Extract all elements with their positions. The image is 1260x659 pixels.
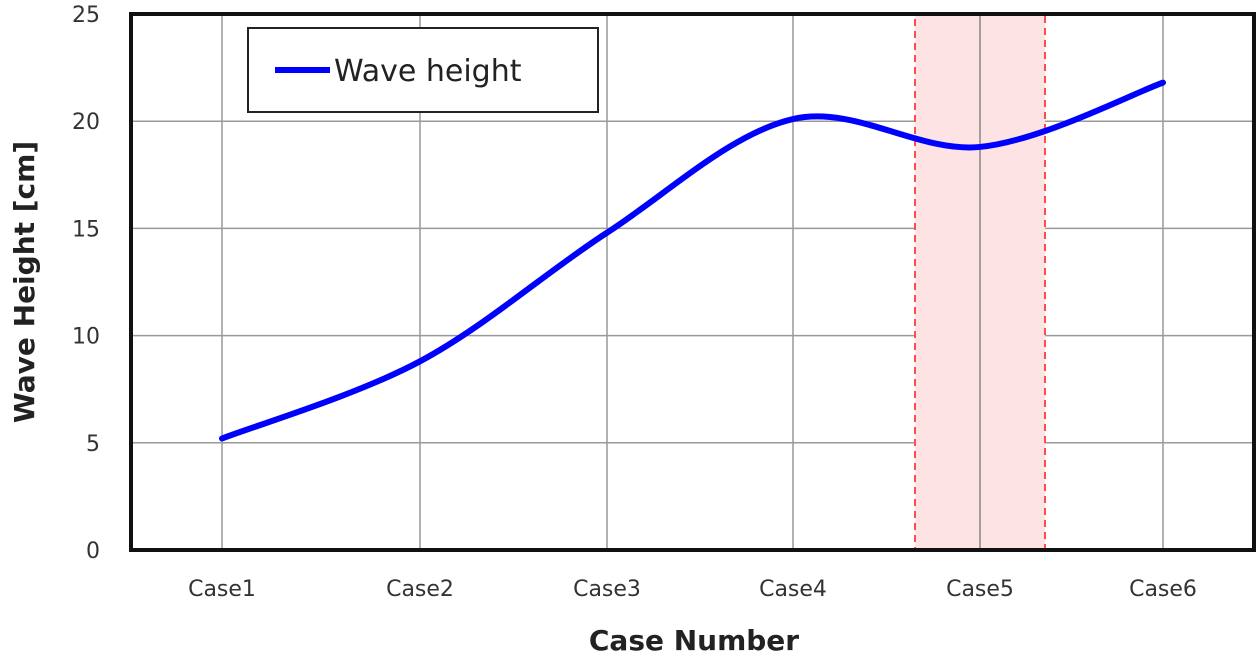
x-tick-labels: Case1 Case2 Case3 Case4 Case5 Case6 [188, 577, 1197, 602]
x-axis-title: Case Number [589, 624, 799, 657]
highlight-region [914, 13, 1046, 551]
x-tick-label: Case3 [573, 577, 641, 602]
x-tick-label: Case6 [1129, 577, 1197, 602]
plot-frame [129, 12, 1256, 552]
series-line-wave-height [219, 79, 1166, 442]
series-layer [219, 79, 1166, 442]
x-tick-label: Case4 [759, 577, 827, 602]
y-tick-label: 0 [86, 539, 100, 564]
x-tick-label: Case2 [386, 577, 454, 602]
y-tick-label: 5 [86, 432, 100, 457]
x-tick-label: Case5 [946, 577, 1014, 602]
y-tick-labels: 0 5 10 15 20 25 [72, 3, 100, 564]
y-axis-title: Wave Height [cm] [8, 141, 41, 423]
legend-label: Wave height [334, 54, 522, 89]
legend: Wave height [247, 27, 599, 113]
y-tick-label: 10 [72, 325, 100, 350]
y-tick-label: 15 [72, 217, 100, 242]
y-tick-label: 25 [72, 3, 100, 28]
x-tick-label: Case1 [188, 577, 256, 602]
y-tick-label: 20 [72, 110, 100, 135]
